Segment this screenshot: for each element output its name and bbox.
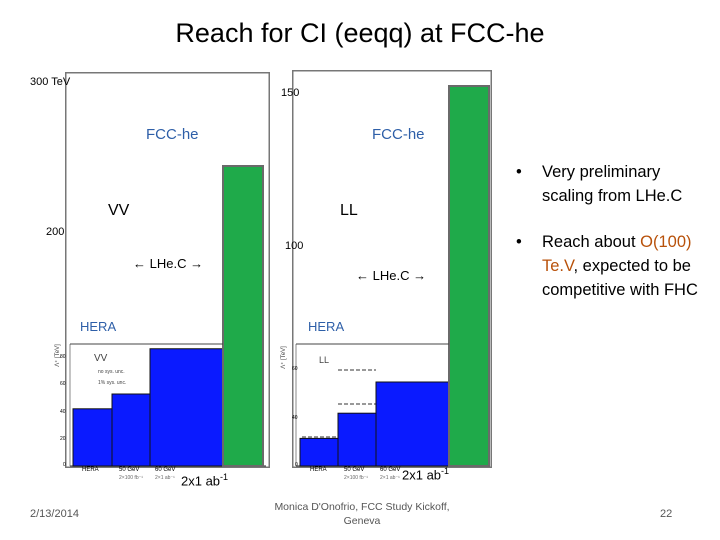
ll-cat-60: 60 GeV <box>380 467 401 473</box>
bullet-text-0: Very preliminary scaling from LHe.C <box>542 163 683 205</box>
vv-note-1: 1% sys. unc. <box>98 380 127 386</box>
vv-bar-60-gev <box>149 348 224 467</box>
vv-inset-label: VV <box>94 353 108 364</box>
ll-inset-label: LL <box>319 355 330 365</box>
footer-author: Monica D'Onofrio, FCC Study Kickoff, Gen… <box>274 501 450 527</box>
vv-ytick-0: 0 <box>63 462 66 468</box>
chart-vv-svg <box>64 71 271 469</box>
bullet-text-1-accent: O(100) Te.V <box>542 233 692 275</box>
bullet-text-1-pre: Reach about <box>542 233 641 251</box>
chart-ll-svg <box>291 69 493 469</box>
chart-vv <box>64 71 271 469</box>
vv-ytick-60: 60 <box>60 381 66 387</box>
ll-mid-label: 100 <box>285 240 304 252</box>
vv-bar-fcc-he <box>222 165 264 467</box>
ll-lumi-text: 2x1 ab <box>402 467 442 483</box>
ll-ylabel: Λ⁺ [TeV] <box>280 346 287 369</box>
ll-cat-50: 50 GeV <box>344 467 365 473</box>
bullet-item-1: • Reach about O(100) Te.V, expected to b… <box>512 230 712 302</box>
ll-top-label: 150 <box>281 87 300 99</box>
ll-bar-hera <box>299 437 339 467</box>
vv-catnote-50: 2×100 fb⁻¹ <box>119 475 143 481</box>
vv-ytick-20: 20 <box>60 436 66 442</box>
ll-lumi-label: 2x1 ab-1 <box>402 466 449 482</box>
vv-note-0: no sys. unc. <box>98 369 125 375</box>
ll-ytick-40: 40 <box>292 415 298 421</box>
vv-lumi-sup: -1 <box>220 472 229 482</box>
vv-bar-hera <box>72 408 113 467</box>
vv-title: VV <box>108 202 130 219</box>
ll-fcc-label: FCC-he <box>372 126 425 143</box>
ll-hera-label: HERA <box>308 319 345 334</box>
vv-fcc-label: FCC-he <box>146 126 199 143</box>
ll-lumi-sup: -1 <box>441 466 450 476</box>
vv-ytick-80: 80 <box>60 354 66 360</box>
bullet-dot-icon: • <box>516 163 522 181</box>
ll-ytick-0: 0 <box>295 462 298 468</box>
bullet-text-1-post: , expected to be competitive with FHC <box>542 257 698 299</box>
vv-cat-hera: HERA <box>82 467 99 473</box>
vv-lumi-label: 2x1 ab-1 <box>181 472 228 488</box>
bullet-list: • Very preliminary scaling from LHe.C • … <box>512 160 712 324</box>
ll-catnote-60: 2×1 ab⁻¹ <box>380 475 400 481</box>
vv-bar-50-gev <box>111 393 151 467</box>
vv-top-label: 300 TeV <box>30 76 71 88</box>
vv-cat-60: 60 GeV <box>155 467 176 473</box>
ll-lhec-label: ← LHe.C → <box>356 268 427 283</box>
vv-mid-label: 200 <box>46 226 65 238</box>
chart-ll <box>291 69 493 469</box>
vv-catnote-60: 2×1 ab⁻¹ <box>155 475 175 481</box>
ll-bar-60-gev <box>375 381 450 467</box>
vv-lumi-text: 2x1 ab <box>181 473 221 489</box>
ll-bar-fcc-he <box>448 85 490 467</box>
vv-hera-label: HERA <box>80 319 117 334</box>
ll-ytick-60: 60 <box>292 366 298 372</box>
slide-title: Reach for CI (eeqq) at FCC-he <box>175 18 545 48</box>
vv-lhec-label: ← LHe.C → <box>133 256 204 271</box>
vv-cat-50: 50 GeV <box>119 467 140 473</box>
footer-date: 2/13/2014 <box>30 508 79 520</box>
bullet-item-0: • Very preliminary scaling from LHe.C <box>512 160 712 208</box>
ll-catnote-50: 2×100 fb⁻¹ <box>344 475 368 481</box>
ll-title: LL <box>340 202 358 219</box>
bullet-dot-icon: • <box>516 233 522 251</box>
ll-bar-50-gev <box>337 412 377 467</box>
vv-ytick-40: 40 <box>60 409 66 415</box>
footer-page-number: 22 <box>660 508 673 520</box>
ll-cat-hera: HERA <box>310 467 327 473</box>
